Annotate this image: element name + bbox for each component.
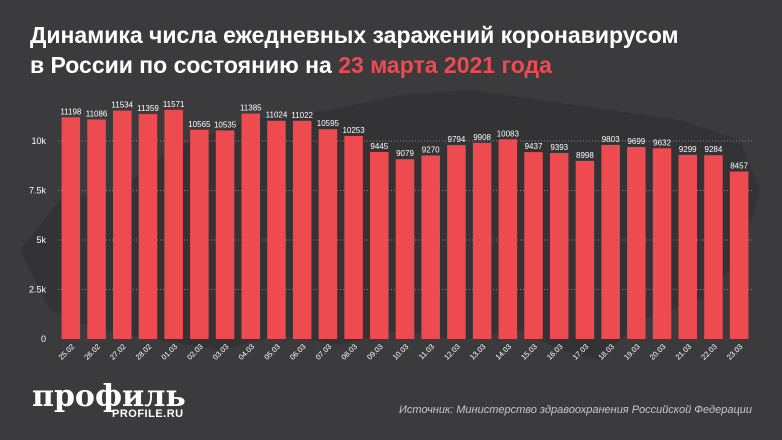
bar [344,135,363,339]
x-tick-label: 06.03 [288,342,308,362]
x-tick-label: 16.03 [545,342,565,362]
bar [215,130,235,339]
bar [549,153,569,339]
bar [524,152,543,339]
x-tick-label: 21.03 [674,342,694,362]
bar [292,120,312,339]
data-label: 10535 [214,120,237,129]
data-label: 9079 [396,149,414,158]
data-label: 9393 [550,143,568,152]
y-tick-label: 0 [41,334,46,344]
bar [395,159,415,339]
bar [318,129,338,339]
bar [113,110,132,339]
bar [472,142,492,339]
bar [601,144,620,339]
x-tick-label: 02.03 [185,342,205,362]
x-tick-label: 25.02 [57,342,77,362]
source-note: Источник: Министерство здравоохранения Р… [399,404,752,416]
profile-site: PROFILE.RU [112,408,184,420]
data-label: 9803 [602,135,620,144]
data-label: 9794 [448,135,466,144]
bar [652,148,672,339]
bar [61,117,81,339]
bar [627,146,646,339]
bar [190,129,209,339]
data-label: 11359 [137,104,159,113]
data-label: 10083 [497,129,520,138]
data-label: 9908 [473,133,491,142]
bar [138,114,158,339]
bar [267,120,286,340]
bar [87,119,106,340]
title-line-2: в России по состоянию на 23 марта 2021 г… [30,50,770,80]
bar [421,155,440,339]
x-tick-label: 12.03 [442,342,462,362]
data-label: 9699 [627,137,645,146]
x-tick-label: 04.03 [237,342,257,362]
bar [241,113,261,340]
bar [447,145,466,339]
data-label: 8457 [730,162,748,171]
data-label: 11022 [291,111,313,120]
x-tick-label: 22.03 [699,342,719,362]
y-tick-label: 2.5k [29,285,47,295]
x-tick-label: 13.03 [468,342,488,362]
data-label: 11086 [86,109,108,118]
x-tick-label: 15.03 [519,342,539,362]
x-tick-label: 19.03 [622,342,642,362]
x-tick-label: 09.03 [365,342,385,362]
bar [729,171,749,339]
y-tick-label: 5k [36,235,46,245]
x-tick-label: 01.03 [159,342,179,362]
x-tick-label: 03.03 [211,342,231,362]
x-tick-label: 27.02 [108,342,128,362]
data-label: 9437 [525,142,543,151]
bar [370,151,389,339]
title-line-1: Динамика числа ежедневных заражений коро… [30,22,679,48]
x-tick-label: 08.03 [339,342,359,362]
title-date-accent: 23 марта 2021 года [338,52,552,78]
data-label: 11024 [266,111,288,120]
title-line-2-prefix: в России по состоянию на [30,52,339,78]
x-tick-label: 20.03 [648,342,668,362]
data-label: 11571 [163,100,185,109]
x-tick-label: 18.03 [596,342,616,362]
bar [575,160,595,339]
profile-logo: профиль [32,379,186,414]
x-tick-label: 05.03 [262,342,282,362]
bar [164,109,183,340]
x-tick-label: 11.03 [417,342,436,361]
y-tick-label: 10k [31,136,46,146]
y-tick-label: 7.5k [29,186,47,196]
data-label: 9445 [370,142,388,151]
data-label: 9270 [422,145,440,154]
x-tick-label: 14.03 [494,342,514,362]
x-tick-label: 28.02 [134,342,154,362]
data-label: 11534 [111,101,133,110]
bar [704,155,723,339]
data-label: 9632 [653,138,671,147]
data-label: 11198 [60,107,82,116]
data-label: 10253 [342,126,365,135]
data-label: 11385 [240,104,262,113]
bar [678,154,697,339]
x-tick-label: 07.03 [314,342,334,362]
data-label: 10565 [188,120,211,129]
x-tick-label: 23.03 [725,342,745,362]
bar [498,139,518,339]
data-label: 9299 [679,145,697,154]
chart-title: Динамика числа ежедневных заражений коро… [30,20,770,80]
data-label: 9284 [705,145,723,154]
data-label: 8998 [576,151,594,160]
x-tick-label: 17.03 [571,342,591,362]
x-tick-label: 26.02 [82,342,102,362]
x-tick-label: 10.03 [391,342,411,362]
data-label: 10595 [317,119,340,128]
